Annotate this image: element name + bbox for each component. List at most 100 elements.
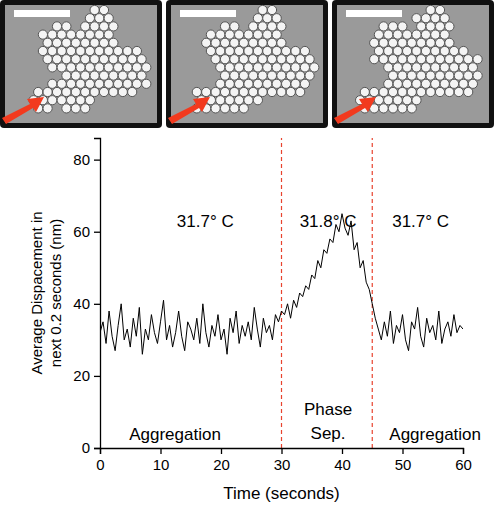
particle: [388, 104, 397, 113]
particle: [142, 63, 151, 72]
tick-mark: [94, 304, 100, 305]
particle: [258, 22, 267, 31]
particle: [57, 30, 66, 39]
particle: [90, 87, 99, 96]
particle: [95, 79, 104, 88]
particle: [403, 96, 412, 105]
particle: [76, 46, 85, 55]
tick-label: 40: [334, 456, 351, 473]
particle: [220, 104, 229, 113]
scale-bar: [346, 10, 402, 17]
particle: [211, 104, 220, 113]
particle: [379, 22, 388, 31]
annotation: 31.7° C: [392, 212, 449, 231]
particle: [109, 71, 118, 80]
particle: [225, 79, 234, 88]
tick-mark: [94, 159, 100, 160]
particle: [43, 104, 52, 113]
particle: [38, 30, 47, 39]
panel-frame: [166, 0, 328, 128]
particle: [244, 96, 253, 105]
tick-label: 0: [82, 439, 90, 456]
particle: [81, 87, 90, 96]
particle: [407, 38, 416, 47]
particle: [258, 71, 267, 80]
particle: [48, 96, 57, 105]
particle: [263, 63, 272, 72]
particle: [132, 46, 141, 55]
particle: [384, 30, 393, 39]
particle: [90, 22, 99, 31]
tick: 10: [153, 448, 170, 473]
particle: [388, 71, 397, 80]
particle: [426, 71, 435, 80]
panel-frame: [0, 0, 162, 128]
tick-mark: [94, 376, 100, 377]
particle: [230, 87, 239, 96]
particle: [62, 87, 71, 96]
particle: [374, 96, 383, 105]
particle: [114, 79, 123, 88]
particle: [235, 30, 244, 39]
annotation: Aggregation: [129, 425, 221, 444]
particle: [370, 38, 379, 47]
particle: [407, 71, 416, 80]
particle: [440, 79, 449, 88]
annotation: 31.7° C: [177, 212, 234, 231]
particle: [114, 63, 123, 72]
particle: [272, 79, 281, 88]
tick-label: 20: [73, 367, 90, 384]
particle: [90, 38, 99, 47]
particle: [445, 87, 454, 96]
particle: [412, 46, 421, 55]
particle: [445, 55, 454, 64]
particle: [277, 22, 286, 31]
particle: [403, 30, 412, 39]
particle: [104, 46, 113, 55]
particle: [296, 71, 305, 80]
particle: [445, 22, 454, 31]
tick: 0: [82, 439, 100, 456]
particle: [253, 30, 262, 39]
arrow: [2, 97, 44, 124]
particle: [384, 63, 393, 72]
particle: [258, 38, 267, 47]
particle: [286, 71, 295, 80]
particle: [421, 63, 430, 72]
tick-mark: [94, 232, 100, 233]
particle: [370, 55, 379, 64]
particle: [67, 96, 76, 105]
particle: [95, 14, 104, 23]
particle: [104, 14, 113, 23]
particle: [239, 55, 248, 64]
particle: [379, 104, 388, 113]
particle: [272, 46, 281, 55]
particle: [249, 22, 258, 31]
particle: [258, 5, 267, 14]
particle: [454, 87, 463, 96]
x-axis-title: Time (seconds): [223, 484, 340, 503]
particle: [417, 55, 426, 64]
particle: [393, 96, 402, 105]
scale-bar: [14, 10, 70, 17]
particle: [67, 79, 76, 88]
particle: [388, 38, 397, 47]
particle: [253, 96, 262, 105]
particle: [258, 87, 267, 96]
particle: [235, 79, 244, 88]
tick: 60: [455, 448, 472, 473]
x-axis: 0102030405060: [96, 448, 472, 473]
particle: [417, 38, 426, 47]
particle: [310, 63, 319, 72]
particle: [464, 55, 473, 64]
particle: [206, 30, 215, 39]
vertical-lines: [282, 138, 373, 448]
particle: [52, 55, 61, 64]
particle: [109, 55, 118, 64]
tick-label: 60: [455, 456, 472, 473]
particle: [244, 79, 253, 88]
panel-frame: [332, 0, 494, 128]
particle: [412, 96, 421, 105]
particle: [282, 63, 291, 72]
particle: [398, 104, 407, 113]
